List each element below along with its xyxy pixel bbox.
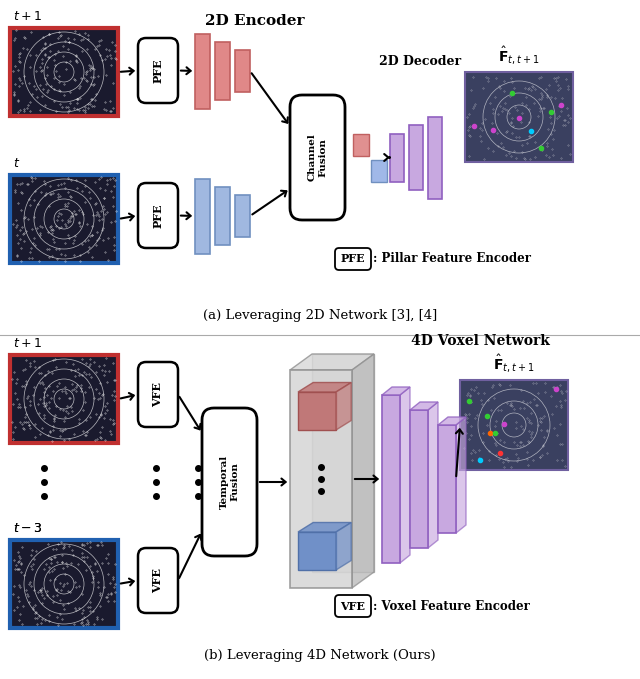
FancyBboxPatch shape [202, 408, 257, 556]
Text: PFE: PFE [152, 203, 163, 228]
Bar [235, 195, 250, 237]
FancyBboxPatch shape [290, 95, 345, 220]
Text: 2D Decoder: 2D Decoder [379, 55, 461, 68]
Polygon shape [400, 387, 410, 563]
Text: $t+1$: $t+1$ [13, 10, 42, 23]
Text: $\hat{\mathbf{F}}_{t,t+1}$: $\hat{\mathbf{F}}_{t,t+1}$ [493, 353, 534, 375]
Bar [390, 134, 404, 181]
Bar [215, 187, 230, 245]
Bar [428, 117, 442, 198]
Polygon shape [456, 417, 466, 533]
Bar [410, 410, 428, 548]
Bar [10, 28, 118, 116]
FancyBboxPatch shape [138, 548, 178, 613]
Polygon shape [298, 523, 351, 532]
Polygon shape [290, 354, 374, 370]
Bar [298, 392, 336, 430]
Bar [10, 175, 118, 263]
FancyBboxPatch shape [138, 183, 178, 248]
Text: Temporal
Fusion: Temporal Fusion [220, 455, 239, 509]
Text: 4D Voxel Network: 4D Voxel Network [411, 334, 549, 348]
Text: (a) Leveraging 2D Network [3], [4]: (a) Leveraging 2D Network [3], [4] [203, 308, 437, 321]
Text: PFE: PFE [340, 253, 365, 265]
Bar [382, 395, 400, 563]
FancyBboxPatch shape [335, 248, 371, 270]
Bar [465, 72, 573, 162]
Bar [290, 370, 352, 588]
FancyBboxPatch shape [138, 362, 178, 427]
Bar [195, 33, 210, 109]
Bar [235, 50, 250, 92]
Text: (b) Leveraging 4D Network (Ours): (b) Leveraging 4D Network (Ours) [204, 648, 436, 661]
Polygon shape [352, 354, 374, 588]
Bar [371, 160, 387, 181]
Text: VFE: VFE [340, 600, 365, 612]
Bar [195, 179, 210, 253]
Polygon shape [410, 402, 438, 410]
Text: VFE: VFE [152, 382, 163, 407]
Bar [10, 355, 118, 443]
Polygon shape [336, 523, 351, 570]
Text: $t$: $t$ [13, 157, 20, 170]
Polygon shape [428, 402, 438, 548]
FancyBboxPatch shape [335, 595, 371, 617]
Text: $\hat{\mathbf{F}}_{t,t+1}$: $\hat{\mathbf{F}}_{t,t+1}$ [499, 45, 540, 67]
Polygon shape [438, 417, 466, 425]
Polygon shape [336, 382, 351, 430]
Text: VFE: VFE [152, 568, 163, 593]
Polygon shape [312, 354, 374, 572]
Bar [353, 134, 369, 155]
Text: $t-3$: $t-3$ [13, 522, 42, 535]
Bar [438, 425, 456, 533]
Bar [215, 42, 230, 100]
Text: $t+1$: $t+1$ [13, 337, 42, 350]
Text: : Voxel Feature Encoder: : Voxel Feature Encoder [373, 600, 530, 612]
Bar [409, 125, 423, 190]
Bar [460, 380, 568, 470]
Text: PFE: PFE [152, 58, 163, 83]
Polygon shape [382, 387, 410, 395]
Bar [10, 540, 118, 628]
Text: 2D Encoder: 2D Encoder [205, 14, 305, 28]
Text: : Pillar Feature Encoder: : Pillar Feature Encoder [373, 253, 531, 265]
Text: Channel
Fusion: Channel Fusion [308, 134, 327, 181]
Bar [298, 532, 336, 570]
Polygon shape [298, 382, 351, 392]
Text: $t-3$: $t-3$ [13, 522, 42, 535]
FancyBboxPatch shape [138, 38, 178, 103]
